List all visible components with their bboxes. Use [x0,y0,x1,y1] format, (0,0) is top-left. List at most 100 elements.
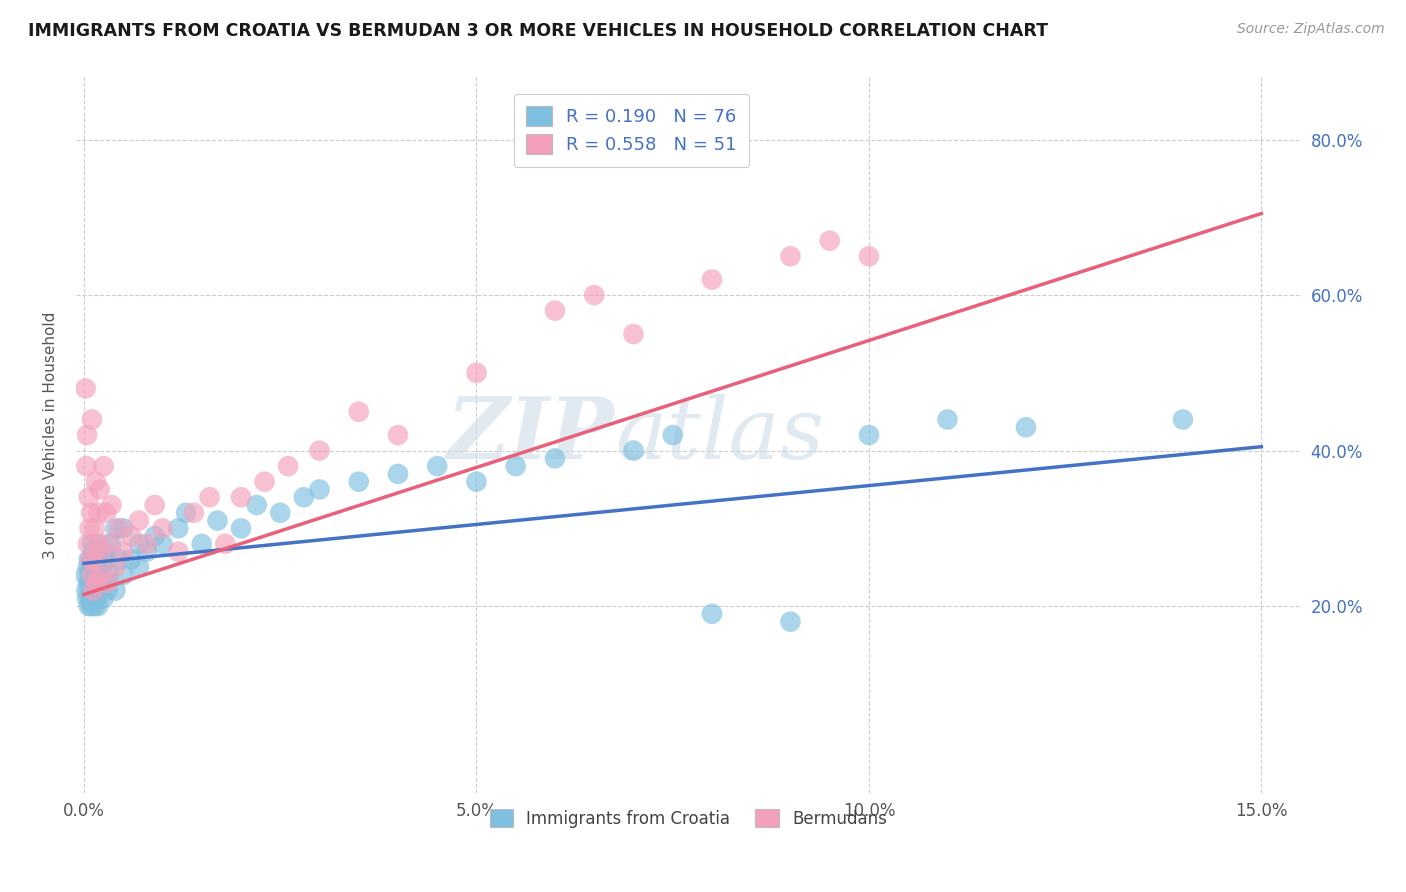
Point [120,552,142,566]
Point [544,303,567,318]
Point [87,506,110,520]
Point [700,607,723,621]
Point [104,521,127,535]
Point [112,544,135,558]
Point [143,498,166,512]
Point [87,568,110,582]
Point [91,560,114,574]
Point [1015,420,1038,434]
Point [80,568,103,582]
Point [83,575,105,590]
Point [108,521,131,535]
Point [167,544,190,558]
Point [277,459,299,474]
Point [858,249,880,263]
Point [292,490,315,504]
Point [80,583,103,598]
Point [83,560,105,574]
Point [93,544,115,558]
Point [97,552,120,566]
Point [104,560,127,574]
Point [80,599,103,613]
Point [135,537,157,551]
Point [94,506,117,520]
Point [167,521,190,535]
Point [77,560,100,574]
Point [90,544,112,558]
Point [93,459,115,474]
Point [86,537,108,551]
Point [80,506,103,520]
Point [83,552,105,566]
Point [87,599,110,613]
Text: ZIP: ZIP [447,393,614,477]
Point [84,568,107,582]
Point [661,428,683,442]
Point [86,575,108,590]
Point [120,529,142,543]
Point [308,443,330,458]
Point [98,537,121,551]
Point [97,575,120,590]
Point [84,599,107,613]
Point [76,591,98,606]
Point [77,537,100,551]
Point [174,506,197,520]
Point [84,521,107,535]
Point [152,537,174,551]
Point [80,560,103,574]
Point [253,475,276,489]
Point [89,583,111,598]
Point [700,272,723,286]
Point [79,568,101,582]
Point [229,490,252,504]
Point [779,615,801,629]
Point [77,599,100,613]
Point [387,428,409,442]
Point [79,521,101,535]
Point [86,591,108,606]
Point [583,288,606,302]
Point [97,583,120,598]
Point [104,583,127,598]
Point [84,575,107,590]
Point [89,537,111,551]
Point [1171,412,1194,426]
Point [94,575,117,590]
Point [80,568,103,582]
Legend: Immigrants from Croatia, Bermudans: Immigrants from Croatia, Bermudans [484,803,894,834]
Point [86,583,108,598]
Point [207,514,229,528]
Point [112,521,135,535]
Point [112,568,135,582]
Point [82,544,104,558]
Point [214,537,236,551]
Point [76,428,98,442]
Point [308,483,330,497]
Point [79,591,101,606]
Point [89,568,111,582]
Point [86,560,108,574]
Point [128,514,150,528]
Point [779,249,801,263]
Point [100,537,122,551]
Point [84,583,107,598]
Point [108,552,131,566]
Point [89,483,111,497]
Point [544,451,567,466]
Point [75,583,97,598]
Point [75,459,97,474]
Point [77,575,100,590]
Point [98,568,121,582]
Point [128,537,150,551]
Point [75,381,97,395]
Point [465,475,488,489]
Y-axis label: 3 or more Vehicles in Household: 3 or more Vehicles in Household [44,311,58,558]
Point [246,498,269,512]
Point [79,575,101,590]
Point [818,234,841,248]
Point [936,412,959,426]
Point [198,490,221,504]
Point [80,412,103,426]
Point [89,552,111,566]
